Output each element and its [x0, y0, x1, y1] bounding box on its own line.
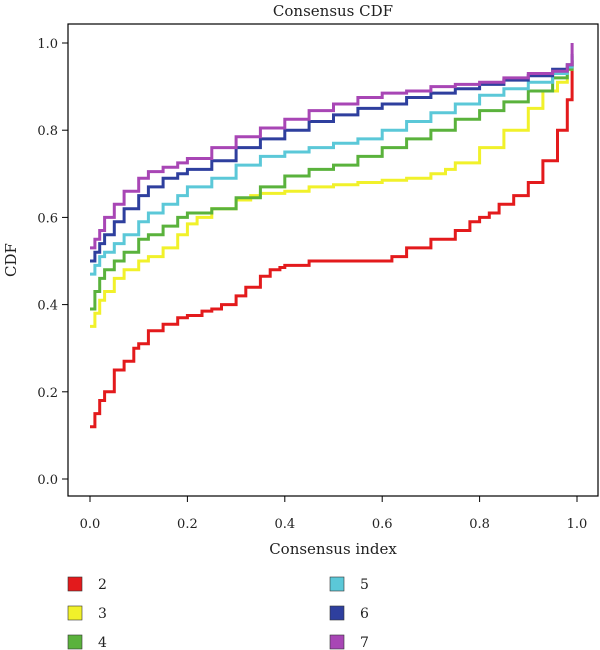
- y-axis-title: CDF: [2, 243, 20, 277]
- y-tick-label: 0.8: [37, 124, 58, 139]
- series-line-7: [90, 43, 574, 250]
- series-line-3: [90, 64, 574, 328]
- legend-swatch-2: [67, 576, 83, 592]
- x-tick-label: 0.8: [469, 517, 490, 532]
- x-tick-label: 0.0: [80, 517, 101, 532]
- y-tick-label: 1.0: [37, 37, 58, 52]
- legend-swatch-4: [67, 634, 83, 650]
- series-line-4: [90, 60, 574, 311]
- y-tick-label: 0.6: [37, 211, 58, 226]
- legend-swatch-7: [329, 634, 345, 650]
- chart-title: Consensus CDF: [273, 2, 393, 20]
- legend-label-5: 5: [360, 577, 369, 593]
- y-tick-label: 0.0: [37, 473, 58, 488]
- plot-frame: [67, 23, 599, 497]
- x-tick-label: 0.2: [177, 517, 198, 532]
- legend: 2 3 4 5 6 7: [67, 576, 369, 650]
- legend-label-7: 7: [360, 635, 369, 650]
- x-tick-label: 0.6: [372, 517, 393, 532]
- y-tick-label: 0.2: [37, 386, 58, 401]
- x-tick-label: 1.0: [567, 517, 588, 532]
- legend-swatch-3: [67, 605, 83, 621]
- series-line-2: [90, 60, 574, 429]
- legend-swatch-5: [329, 576, 345, 592]
- y-axis: 0.0 0.2 0.4 0.6 0.8 1.0: [37, 37, 68, 488]
- x-tick-label: 0.4: [274, 517, 295, 532]
- legend-label-3: 3: [98, 606, 107, 622]
- x-axis: 0.0 0.2 0.4 0.6 0.8 1.0: [80, 496, 588, 532]
- x-axis-title: Consensus index: [269, 540, 397, 558]
- legend-label-6: 6: [360, 606, 369, 622]
- series-line-5: [90, 56, 574, 276]
- legend-label-2: 2: [98, 577, 107, 593]
- legend-label-4: 4: [98, 635, 107, 650]
- legend-swatch-6: [329, 605, 345, 621]
- series-lines: [90, 43, 574, 429]
- series-line-6: [90, 53, 574, 263]
- y-tick-label: 0.4: [37, 299, 58, 314]
